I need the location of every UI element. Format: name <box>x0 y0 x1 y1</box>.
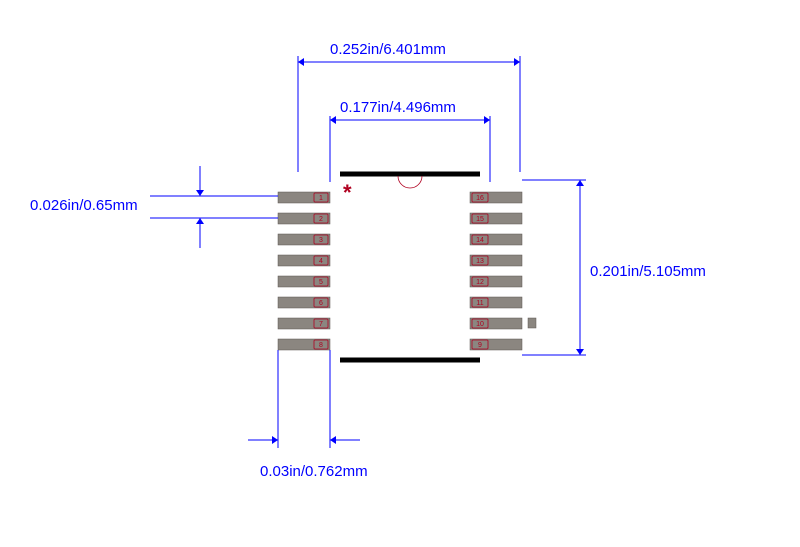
pin-number: 10 <box>476 321 484 328</box>
dim-top-inner: 0.177in/4.496mm <box>340 99 456 116</box>
pin-number: 6 <box>319 300 323 307</box>
pin-number: 9 <box>478 342 482 349</box>
pin-number: 3 <box>319 237 323 244</box>
pin1-marker: * <box>343 180 352 205</box>
dim-pad-width: 0.03in/0.762mm <box>260 463 368 480</box>
pin-number: 8 <box>319 342 323 349</box>
dim-pitch: 0.026in/0.65mm <box>30 197 138 214</box>
pin-number: 5 <box>319 279 323 286</box>
pin-number: 7 <box>319 321 323 328</box>
pin-number: 13 <box>476 258 484 265</box>
pin-number: 15 <box>476 216 484 223</box>
dim-right-height: 0.201in/5.105mm <box>590 263 706 280</box>
dim-top-outer: 0.252in/6.401mm <box>330 41 446 58</box>
pin-number: 4 <box>319 258 323 265</box>
pin-number: 11 <box>476 300 483 307</box>
pin-number: 14 <box>476 237 484 244</box>
pin-number: 2 <box>319 216 323 223</box>
pin-number: 16 <box>476 195 484 202</box>
pin-number: 12 <box>476 279 484 286</box>
pin-number: 1 <box>319 195 323 202</box>
